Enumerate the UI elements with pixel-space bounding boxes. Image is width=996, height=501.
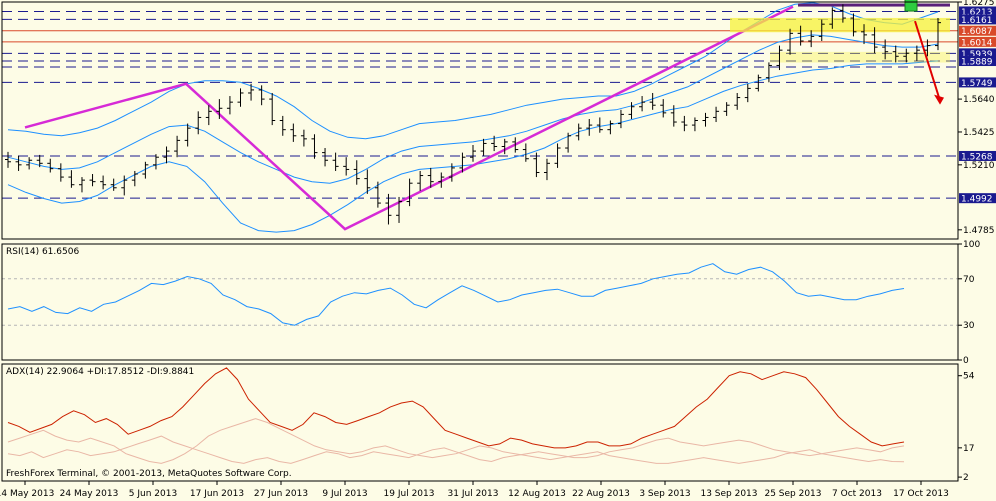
level-tag [959,48,996,59]
x-tick-label: 13 Sep 2013 [700,489,757,499]
level-tag [959,6,996,17]
trendline [24,5,794,231]
bollinger-upper-band [7,2,939,140]
x-tick-label: 9 Jul 2013 [322,489,367,499]
price-y-tick-label: 1.5640 [963,95,995,105]
level-tag [959,150,996,161]
adx-layer [7,367,905,464]
adx-title: ADX(14) 22.9064 +DI:17.8512 -DI:9.8841 [6,367,194,377]
level-tag [959,25,996,36]
level-tag-label: 1.6161 [961,16,993,26]
rsi-line [7,263,905,326]
level-tag [959,77,996,88]
yellow-zone-lower [770,51,950,63]
rsi-layer [7,263,905,326]
zones-layer [730,0,950,105]
candles-layer [5,4,941,225]
x-tick-label: 24 May 2013 [60,489,119,499]
purple-resistance-bar [798,3,950,7]
plus-di-line [7,435,905,464]
bollinger-middle-band [7,34,939,184]
level-tag-label: 1.4992 [961,195,993,205]
rsi-y-tick-label: 30 [963,321,975,331]
level-tag [959,193,996,204]
x-tick-label: 19 Jul 2013 [384,489,435,499]
x-tick-label: 12 Aug 2013 [508,489,566,499]
adx-y-tick-label: 54 [963,372,975,382]
adx-y-tick-label: 17 [963,444,974,454]
minus-di-line [7,418,905,464]
x-tick-label: 17 Oct 2013 [893,489,949,499]
level-tag-label: 1.5749 [961,79,993,89]
price-y-tick-label: 1.5210 [963,161,995,171]
level-tag [959,36,996,47]
footer-copyright: FreshForex Terminal, © 2001-2013, MetaQu… [6,469,292,479]
level-tag-label: 1.5939 [961,50,993,60]
level-tag-label: 1.5889 [961,58,993,68]
x-tick-label: 3 Sep 2013 [639,489,690,499]
x-tick-label: 17 Jun 2013 [190,489,244,499]
rsi-y-tick-label: 0 [963,356,969,366]
price-y-tick-label: 1.6275 [963,0,995,8]
level-tag-label: 1.5268 [961,152,993,162]
level-tag [959,56,996,67]
level-tag-label: 1.6087 [961,27,993,37]
x-tick-label: 25 Sep 2013 [764,489,821,499]
rsi-panel-frame [1,243,959,361]
yellow-zone-upper [730,17,950,33]
level-tag-label: 1.6213 [961,8,993,18]
x-tick-label: 22 Aug 2013 [572,489,630,499]
rsi-title: RSI(14) 61.6506 [6,247,79,257]
projection-arrow-head [934,94,944,105]
price-y-tick-label: 1.5425 [963,128,995,138]
x-tick-label: 31 Jul 2013 [448,489,499,499]
price-panel-frame [1,1,959,240]
projection-arrow [914,20,941,101]
level-tag-label: 1.6014 [961,38,993,48]
level-tag [959,14,996,25]
rsi-y-tick-label: 70 [963,275,975,285]
x-tick-label: 14 May 2013 [0,489,54,499]
x-tick-label: 5 Jun 2013 [129,489,177,499]
trendline-layer [24,5,794,231]
adx-panel-frame [1,363,959,482]
x-tick-label: 7 Oct 2013 [832,489,882,499]
adx-line [7,367,905,449]
price-y-tick-label: 1.4785 [963,226,995,236]
rsi-y-tick-label: 100 [963,240,980,250]
adx-y-tick-label: 2 [963,473,969,483]
x-tick-label: 27 Jun 2013 [254,489,308,499]
target-marker [904,0,918,12]
